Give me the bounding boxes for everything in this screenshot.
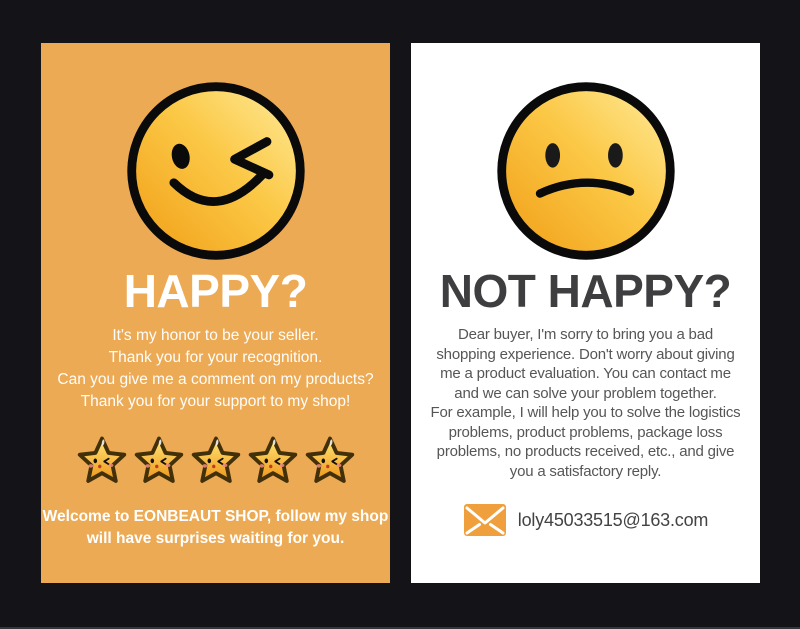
not-happy-body-line: shopping experience. Don't worry about g… — [436, 345, 735, 363]
not-happy-body: Dear buyer, I'm sorry to bring you a bad… — [431, 325, 741, 481]
shop-welcome-line: will have surprises waiting for you. — [86, 530, 345, 547]
not-happy-body-line: problems, no products received, etc., an… — [436, 443, 735, 460]
happy-body-line: Can you give me a comment on my products… — [57, 371, 374, 388]
happy-body: It's my honor to be your seller. Thank y… — [57, 325, 373, 413]
five-star-rating — [74, 433, 358, 491]
winking-star-icon — [134, 436, 183, 483]
winking-smiley-icon — [126, 82, 305, 260]
not-happy-body-line: Dear buyer, I'm sorry to bring you a bad — [457, 326, 713, 343]
winking-star-icon — [191, 436, 240, 483]
not-happy-card: NOT HAPPY? Dear buyer, I'm sorry to brin… — [411, 43, 760, 583]
shop-welcome-line: Welcome to EONBEAUT SHOP, follow my shop — [42, 508, 389, 525]
email-address: loly45033515@163.com — [517, 509, 709, 530]
happy-card: HAPPY? It's my honor to be your seller. … — [41, 43, 390, 583]
photo-bottom-edge — [0, 627, 800, 629]
winking-star-icon — [305, 436, 354, 483]
not-happy-body-line: and we can solve your problem together. — [454, 384, 717, 402]
happy-body-line: Thank you for your recognition. — [108, 349, 323, 366]
winking-star-icon — [248, 436, 297, 483]
not-happy-title: NOT HAPPY? — [439, 265, 732, 317]
happy-body-line: It's my honor to be your seller. — [112, 327, 319, 344]
not-happy-body-line: For example, I will help you to solve th… — [430, 404, 741, 421]
shop-welcome: Welcome to EONBEAUT SHOP, follow my shop… — [43, 506, 389, 550]
happy-body-line: Thank you for your support to my shop! — [80, 393, 351, 410]
not-happy-body-line: problems, product problems, package loss — [448, 423, 723, 441]
not-happy-body-line: me a product evaluation. You can contact… — [440, 365, 731, 382]
winking-star-icon — [77, 436, 126, 483]
happy-title: HAPPY? — [123, 265, 308, 317]
not-happy-body-line: you a satisfactory reply. — [509, 462, 662, 480]
sad-face-icon — [496, 82, 675, 260]
contact-email-row: loly45033515@163.com — [463, 503, 708, 537]
envelope-icon — [463, 504, 506, 536]
